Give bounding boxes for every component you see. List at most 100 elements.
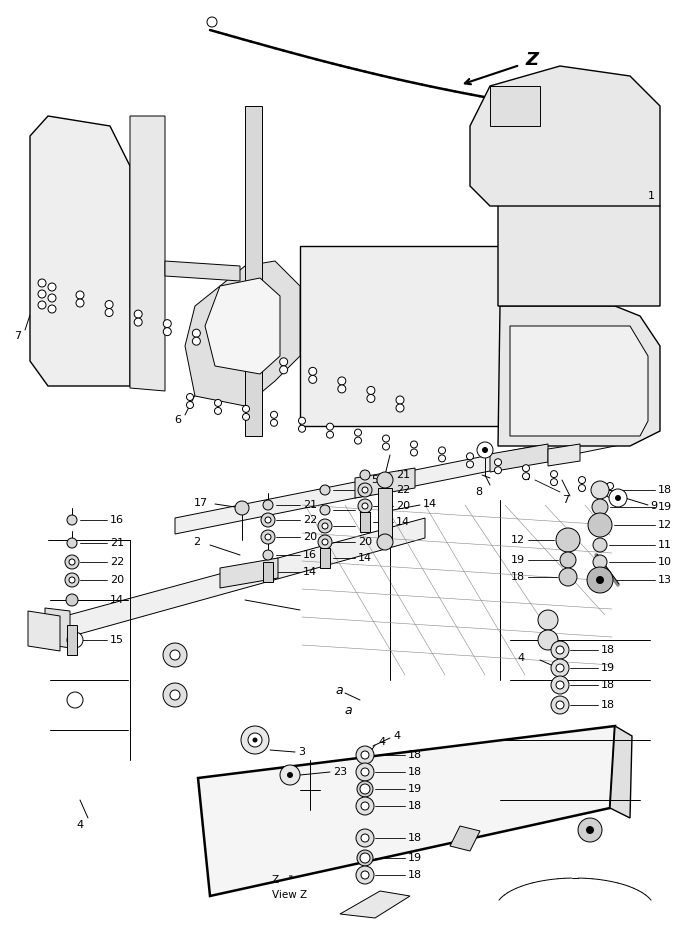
Circle shape — [48, 305, 56, 313]
Circle shape — [356, 829, 374, 847]
Polygon shape — [450, 826, 480, 851]
Circle shape — [593, 555, 607, 569]
Text: 19: 19 — [601, 663, 615, 673]
Polygon shape — [360, 512, 370, 532]
Circle shape — [38, 301, 46, 309]
Circle shape — [367, 394, 375, 403]
Circle shape — [360, 853, 370, 863]
Circle shape — [522, 472, 529, 480]
Circle shape — [556, 681, 564, 689]
Polygon shape — [130, 116, 165, 391]
Circle shape — [186, 394, 194, 401]
Polygon shape — [175, 428, 625, 534]
Text: 22: 22 — [358, 521, 372, 531]
Circle shape — [578, 484, 586, 492]
Text: 18: 18 — [408, 870, 422, 880]
Text: 19: 19 — [658, 502, 672, 512]
Text: View Z: View Z — [272, 890, 307, 900]
Circle shape — [357, 850, 373, 866]
Circle shape — [235, 501, 249, 515]
Text: 4: 4 — [378, 737, 385, 747]
Text: 23: 23 — [333, 767, 347, 777]
Polygon shape — [263, 562, 273, 582]
Circle shape — [551, 676, 569, 694]
Text: 16: 16 — [303, 550, 317, 560]
Circle shape — [134, 310, 142, 319]
Circle shape — [105, 308, 113, 317]
Circle shape — [411, 449, 417, 456]
Circle shape — [360, 784, 370, 794]
Text: 21: 21 — [396, 470, 410, 480]
Circle shape — [163, 328, 171, 335]
Text: 11: 11 — [658, 540, 672, 550]
Circle shape — [280, 366, 288, 374]
Circle shape — [287, 772, 293, 778]
Circle shape — [556, 664, 564, 672]
Text: 20: 20 — [110, 575, 124, 585]
Circle shape — [250, 357, 258, 364]
Circle shape — [361, 751, 369, 759]
Polygon shape — [320, 548, 330, 568]
Circle shape — [439, 447, 445, 454]
Circle shape — [170, 650, 180, 660]
Circle shape — [551, 641, 569, 659]
Circle shape — [263, 500, 273, 510]
Circle shape — [261, 530, 275, 544]
Circle shape — [163, 643, 187, 667]
Circle shape — [299, 425, 306, 432]
Circle shape — [261, 513, 275, 527]
Text: 8: 8 — [475, 487, 482, 497]
Circle shape — [265, 517, 271, 523]
Circle shape — [38, 279, 46, 287]
Text: 18: 18 — [408, 833, 422, 843]
Polygon shape — [165, 261, 240, 281]
Circle shape — [592, 499, 608, 515]
Polygon shape — [470, 66, 660, 206]
Circle shape — [320, 485, 330, 495]
Polygon shape — [610, 726, 632, 818]
Circle shape — [105, 301, 113, 308]
Polygon shape — [65, 518, 425, 638]
Circle shape — [271, 419, 278, 426]
Circle shape — [241, 726, 269, 754]
Circle shape — [66, 594, 78, 606]
Polygon shape — [510, 326, 648, 436]
Circle shape — [556, 528, 580, 552]
Text: 18: 18 — [601, 645, 615, 655]
Circle shape — [67, 515, 77, 525]
Circle shape — [263, 550, 273, 560]
Text: 19: 19 — [408, 784, 422, 794]
Polygon shape — [498, 186, 660, 306]
Text: 14: 14 — [110, 595, 124, 605]
Text: a: a — [335, 683, 342, 696]
Text: 13: 13 — [658, 575, 672, 585]
Text: 14: 14 — [358, 553, 372, 563]
Circle shape — [327, 432, 333, 438]
Circle shape — [377, 472, 393, 488]
Circle shape — [551, 659, 569, 677]
Circle shape — [357, 781, 373, 797]
Circle shape — [578, 477, 586, 483]
Text: 21: 21 — [358, 505, 372, 515]
Circle shape — [67, 692, 83, 708]
Polygon shape — [220, 558, 278, 588]
Text: 21: 21 — [110, 538, 124, 548]
Text: 16: 16 — [110, 515, 124, 525]
Circle shape — [439, 455, 445, 462]
Text: 22: 22 — [303, 515, 317, 525]
Circle shape — [318, 519, 332, 533]
Circle shape — [587, 567, 613, 593]
Circle shape — [377, 534, 393, 550]
Text: 6: 6 — [175, 415, 181, 425]
Text: 14: 14 — [396, 517, 410, 527]
Circle shape — [215, 407, 222, 415]
Circle shape — [252, 737, 258, 743]
Circle shape — [250, 348, 258, 357]
Circle shape — [280, 357, 288, 366]
Circle shape — [355, 437, 361, 444]
Circle shape — [76, 291, 84, 299]
Circle shape — [48, 294, 56, 302]
Circle shape — [593, 538, 607, 552]
Polygon shape — [490, 86, 540, 126]
Circle shape — [560, 552, 576, 568]
